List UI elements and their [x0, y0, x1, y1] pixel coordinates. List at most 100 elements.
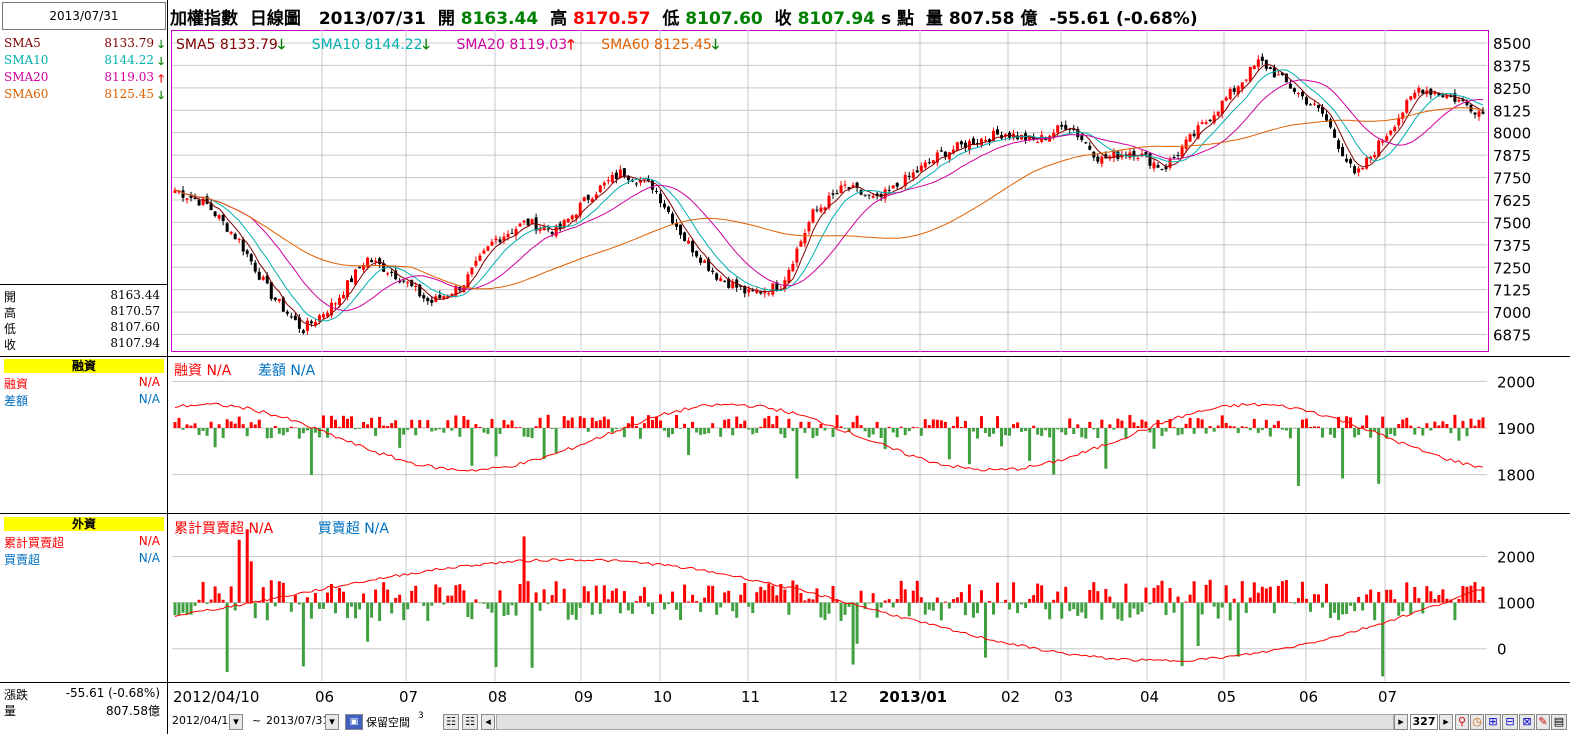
foreign-bar: [358, 602, 362, 610]
count-next-button[interactable]: ▸: [1439, 714, 1453, 730]
foreign-bar: [213, 586, 217, 603]
price-chart[interactable]: 6875 7000 7125 7250 7375 7500 7625 7750 7875 8000…: [171, 30, 1570, 352]
fit-button[interactable]: ⊠: [1519, 714, 1535, 730]
margin-bar: [1060, 428, 1064, 433]
candle-body: [1353, 166, 1357, 174]
zoom-out-button[interactable]: ⊟: [1502, 714, 1518, 730]
foreign-bar: [1124, 583, 1128, 603]
eraser-button[interactable]: ✎: [1536, 714, 1550, 730]
zoom-in-button[interactable]: ⊞: [1485, 714, 1501, 730]
query-button[interactable]: ▣: [345, 714, 363, 730]
foreign-bar: [1300, 581, 1304, 603]
candle-body: [482, 250, 486, 254]
candle-body: [963, 142, 967, 149]
low-label-title: 低: [662, 9, 680, 29]
scroll-left-button[interactable]: ◂: [481, 714, 495, 730]
foreign-bar: [1080, 602, 1084, 613]
margin-bar: [518, 427, 522, 428]
foreign-bar: [835, 599, 839, 603]
y-tick-label: 2000: [1497, 549, 1535, 567]
candle-body: [1184, 139, 1188, 149]
y-tick-label: 0: [1497, 641, 1507, 659]
settings-button[interactable]: ▤: [1551, 714, 1567, 730]
grid-toggle-button-2[interactable]: ☷: [462, 714, 478, 730]
foreign-bar: [1052, 599, 1056, 603]
candle-body: [289, 316, 293, 318]
foreign-bar: [767, 583, 771, 603]
foreign-bar: [911, 590, 915, 603]
foreign-bar: [747, 602, 751, 607]
foreign-bar: [338, 587, 342, 603]
margin-bar: [370, 417, 374, 428]
foreign-bar: [502, 602, 506, 616]
foreign-bar: [807, 598, 811, 603]
candle-body: [265, 275, 269, 284]
end-date-dropdown[interactable]: ▾: [325, 714, 339, 730]
candle-body: [1316, 104, 1320, 108]
clock-button[interactable]: ◷: [1470, 714, 1484, 730]
horizontal-scrollbar[interactable]: [496, 714, 1394, 730]
margin-bar: [1369, 428, 1373, 438]
foreign-bar: [1140, 602, 1144, 612]
margin-bar: [1457, 428, 1461, 441]
margin-bar: [470, 428, 474, 466]
candle-body: [1196, 125, 1200, 139]
candle-body: [1204, 122, 1208, 124]
price-chart-panel[interactable]: [171, 30, 1489, 352]
margin-bar: [378, 416, 382, 428]
foreign-bar: [1184, 601, 1188, 603]
y-tick-label: 7000: [1493, 304, 1531, 322]
foreign-bar: [783, 589, 787, 603]
grid-toggle-button[interactable]: ☷: [443, 714, 459, 730]
scroll-right-button[interactable]: ▸: [1394, 714, 1408, 730]
foreign-bar: [346, 602, 350, 619]
candle-body: [1252, 65, 1256, 69]
foreign-bar: [1016, 602, 1020, 614]
y-tick-label: 7375: [1493, 237, 1531, 255]
foreign-bar: [1397, 602, 1401, 616]
candle-body: [1228, 89, 1232, 99]
sma-line: [174, 63, 1484, 327]
bar-date: 2013/07/31: [318, 9, 426, 29]
x-tick-label: 07: [1378, 688, 1397, 706]
margin-bar: [634, 426, 638, 428]
margin-chart[interactable]: 1800 1900 2000: [171, 358, 1570, 512]
candle-body: [285, 311, 289, 314]
candle-body: [1020, 134, 1024, 140]
foreign-bar: [939, 602, 943, 621]
margin-bar: [1092, 428, 1096, 430]
margin-bar: [1425, 423, 1429, 428]
start-date-dropdown[interactable]: ▾: [229, 714, 243, 730]
margin-bar: [675, 415, 679, 428]
margin-bar: [510, 420, 514, 428]
foreign-bar: [723, 592, 727, 603]
foreign-bar: [1136, 602, 1140, 615]
bar-count[interactable]: 327: [1410, 714, 1438, 730]
foreign-bar: [975, 602, 979, 614]
x-tick-label: 2013/01: [879, 688, 947, 706]
margin-bar: [1032, 425, 1036, 428]
margin-bar: [775, 415, 779, 428]
foreign-bar: [683, 584, 687, 603]
margin-bar: [895, 428, 899, 438]
zoom-button[interactable]: ⚲: [1455, 714, 1469, 730]
candle-body: [249, 254, 253, 262]
margin-bar: [321, 415, 325, 428]
foreign-chart[interactable]: 0 1000 2000: [171, 515, 1570, 681]
x-tick-label: 12: [829, 688, 848, 706]
arrow-down-icon: 🡓: [158, 38, 164, 51]
candle-body: [1168, 159, 1172, 168]
foreign-bar: [462, 590, 466, 603]
foreign-bar: [1433, 598, 1437, 603]
foreign-bar: [1244, 602, 1248, 613]
foreign-bar: [1228, 602, 1232, 621]
margin-bar: [1300, 419, 1304, 428]
margin-bar: [237, 416, 241, 428]
margin-bar: [739, 423, 743, 428]
foreign-bar: [1092, 582, 1096, 603]
margin-bar: [1084, 428, 1088, 439]
foreign-bar: [622, 591, 626, 603]
candle-body: [582, 197, 586, 201]
margin-bar: [374, 428, 378, 436]
open-label-title: 開: [437, 9, 455, 29]
